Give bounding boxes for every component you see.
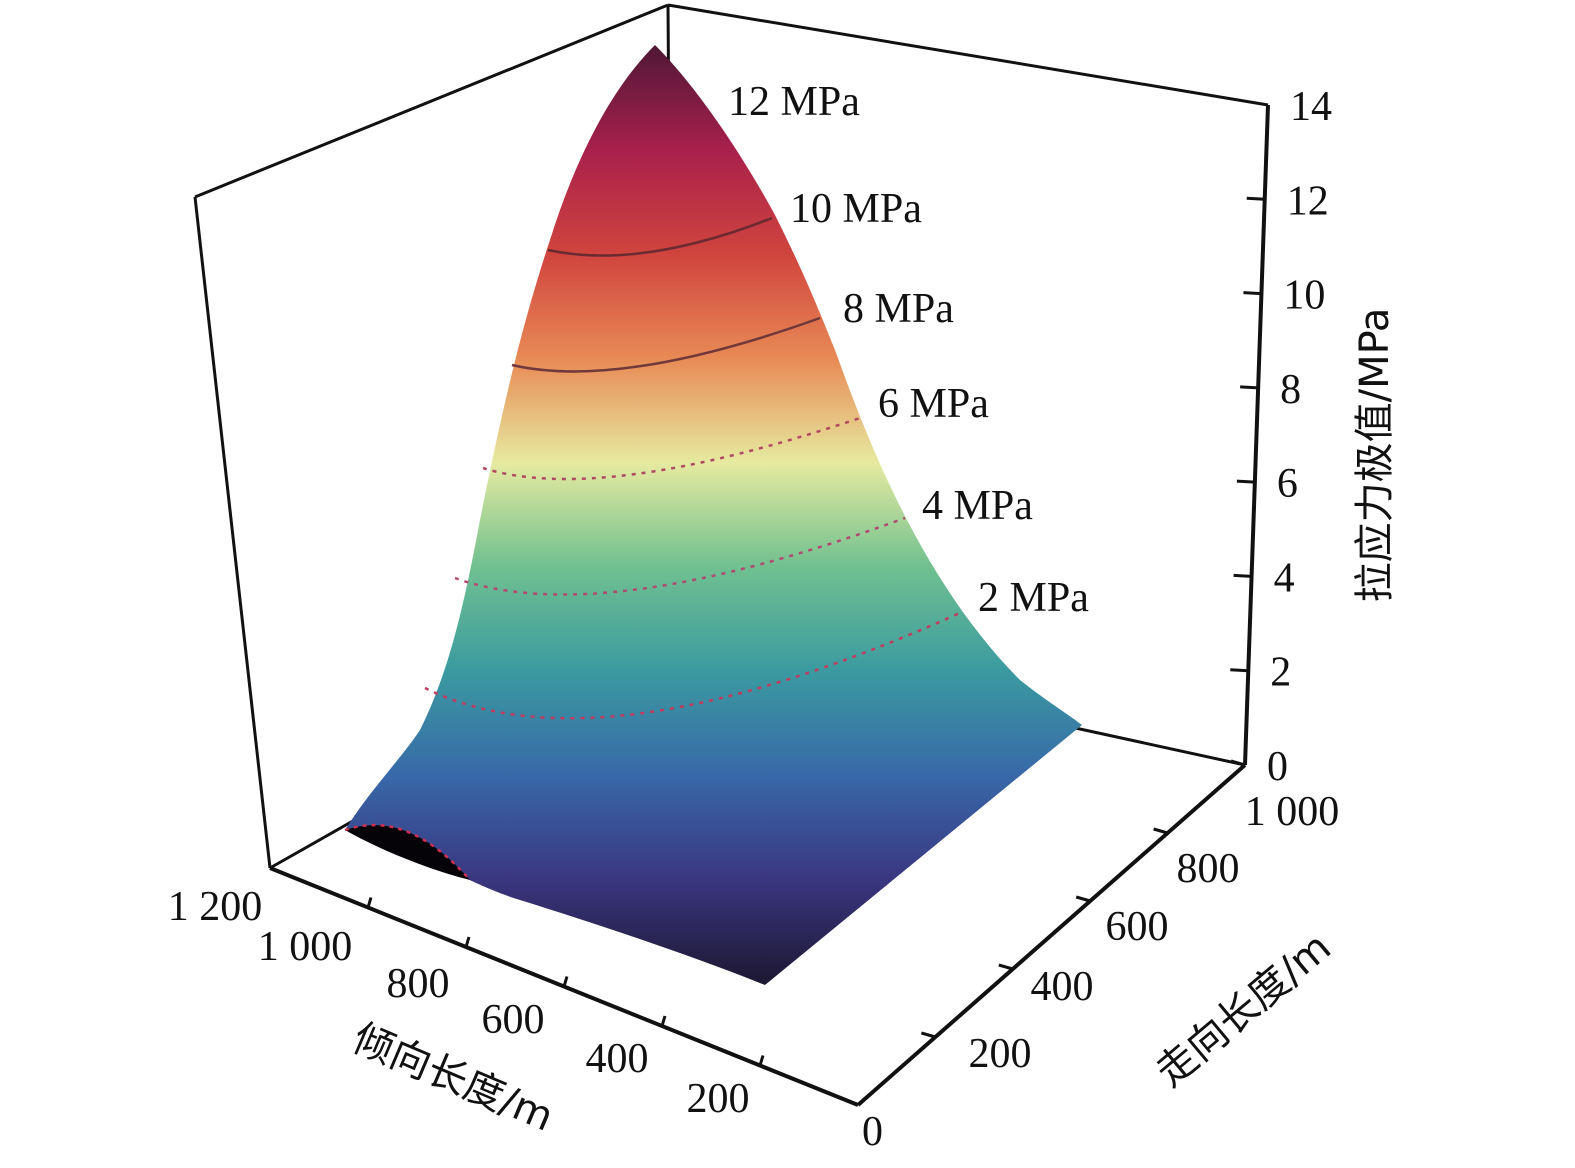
z-tick-label: 2 bbox=[1270, 650, 1291, 696]
z-tick bbox=[1243, 291, 1262, 296]
z-tick bbox=[1233, 573, 1252, 578]
x-tick bbox=[366, 897, 373, 908]
contour-line-10 bbox=[547, 216, 773, 257]
y-axis-title: 走向长度/m bbox=[1147, 924, 1339, 1096]
y-tick-label: 200 bbox=[969, 1031, 1032, 1077]
y-tick-label: 400 bbox=[1031, 964, 1094, 1010]
contour-line-8 bbox=[511, 316, 821, 373]
box-edge-top-left bbox=[194, 3, 669, 199]
z-tick-label: 0 bbox=[1267, 744, 1288, 790]
x-tick-label: 0 bbox=[862, 1109, 883, 1155]
y-tick-label: 600 bbox=[1106, 904, 1169, 950]
contour-label-4: 4 MPa bbox=[922, 483, 1033, 529]
z-axis-title: 拉应力极值/MPa bbox=[1352, 308, 1398, 603]
y-tick-label: 800 bbox=[1177, 846, 1240, 892]
y-tick bbox=[998, 963, 1014, 971]
z-tick bbox=[1240, 385, 1259, 390]
x-tick-label: 200 bbox=[687, 1076, 750, 1122]
z-tick-label: 12 bbox=[1287, 178, 1329, 224]
y-tick bbox=[1153, 827, 1169, 835]
x-tick bbox=[758, 1055, 765, 1066]
x-tick bbox=[464, 936, 471, 948]
z-tick bbox=[1236, 479, 1255, 484]
y-axis-line bbox=[856, 763, 1247, 1107]
z-tick-label: 10 bbox=[1283, 273, 1325, 319]
x-tick-label: 600 bbox=[482, 997, 545, 1043]
box-edge-left-vertical bbox=[193, 196, 272, 869]
box-edge-top-right bbox=[667, 3, 1269, 107]
contour-label-6: 6 MPa bbox=[878, 381, 989, 427]
x-tick bbox=[660, 1015, 667, 1027]
contour-label-8: 8 MPa bbox=[843, 286, 954, 332]
z-tick-label: 6 bbox=[1277, 461, 1298, 507]
y-tick bbox=[1230, 759, 1246, 767]
y-tick-label: 1 000 bbox=[1245, 789, 1340, 835]
y-tick bbox=[920, 1031, 936, 1039]
z-axis-line bbox=[1243, 104, 1270, 766]
contour-lines bbox=[424, 216, 963, 720]
x-tick-label: 1 200 bbox=[168, 884, 263, 930]
contour-line-2 bbox=[424, 610, 963, 720]
contour-label-12: 12 MPa bbox=[728, 79, 860, 125]
x-tick-label: 1 000 bbox=[258, 924, 353, 970]
z-tick-label: 8 bbox=[1280, 367, 1301, 413]
stress-surface bbox=[345, 45, 1082, 985]
contour-label-2: 2 MPa bbox=[978, 575, 1089, 621]
x-tick-label: 800 bbox=[387, 961, 450, 1007]
contour-line-0 bbox=[344, 823, 471, 881]
z-tick-label: 14 bbox=[1290, 84, 1332, 130]
dark-basin bbox=[345, 825, 470, 880]
z-tick bbox=[1230, 668, 1249, 673]
z-tick bbox=[1246, 196, 1265, 201]
x-tick bbox=[562, 976, 569, 987]
contour-label-10: 10 MPa bbox=[790, 186, 922, 232]
y-tick bbox=[1075, 895, 1091, 903]
z-tick-label: 4 bbox=[1274, 555, 1295, 601]
x-tick-label: 400 bbox=[586, 1036, 649, 1082]
